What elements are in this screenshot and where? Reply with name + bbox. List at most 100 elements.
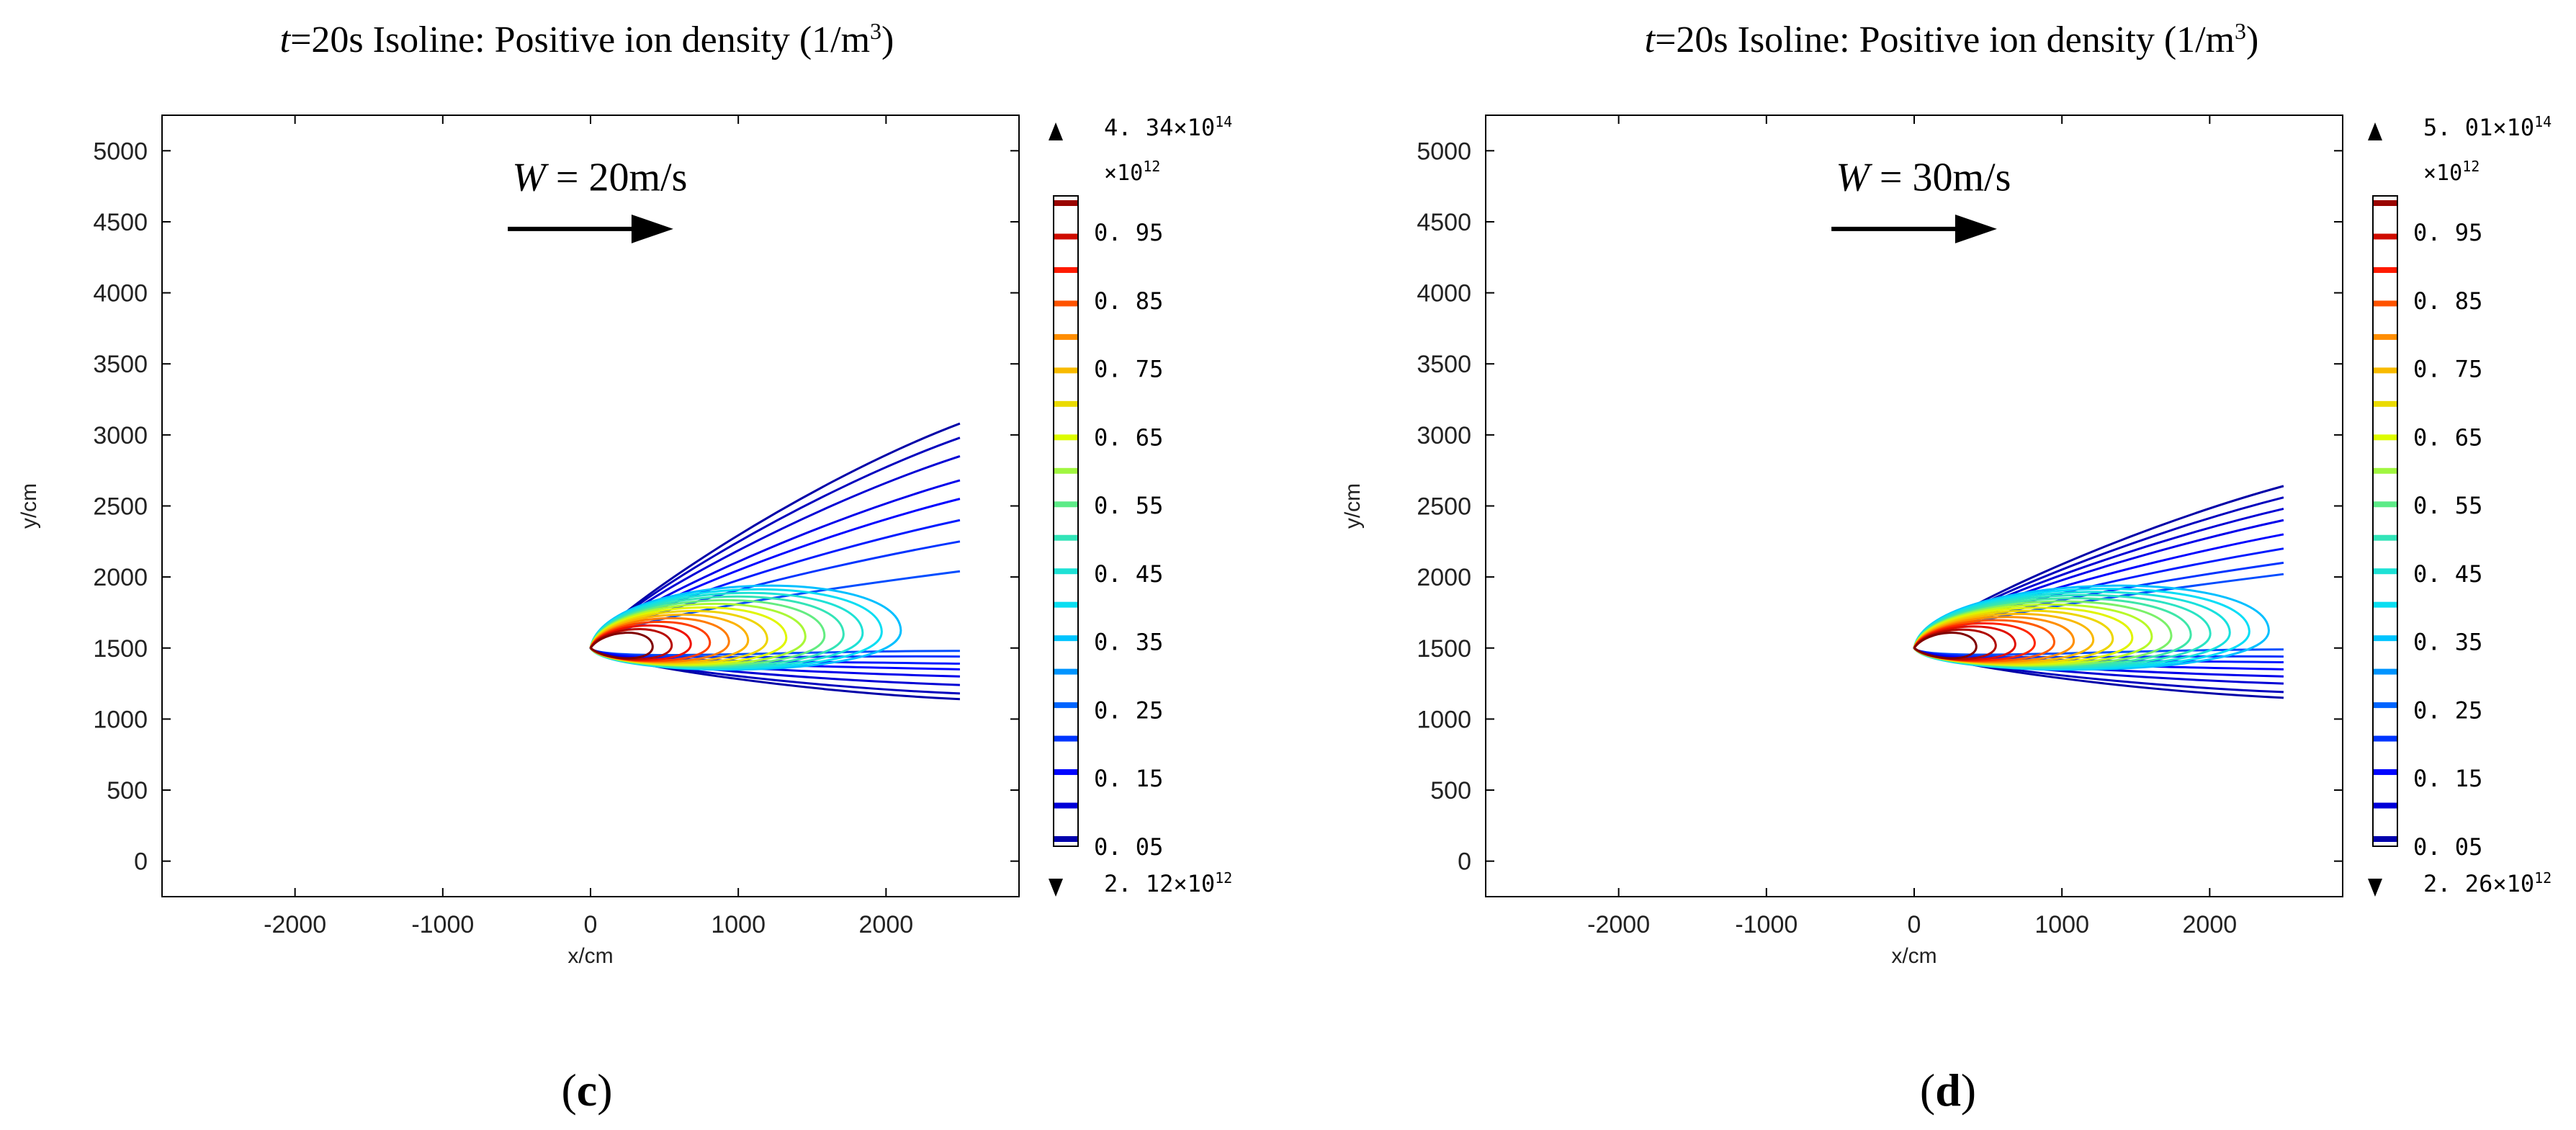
y-tick-label: 4500 (1417, 209, 1471, 236)
chart-title: t=20s Isoline: Positive ion density (1/m… (1645, 18, 2259, 60)
x-tick-label: -2000 (1587, 911, 1650, 938)
colorbar-level (1054, 434, 1077, 441)
isoline (589, 519, 961, 665)
x-tick-label: 0 (584, 911, 598, 938)
colorbar-level (1054, 702, 1077, 709)
plot-frame (161, 115, 1020, 897)
y-tick-label: 2000 (1417, 564, 1471, 591)
colorbar-level (2374, 367, 2397, 374)
colorbar-level (1054, 802, 1077, 809)
colorbar-tick-label: 0. 35 (1094, 629, 1163, 656)
colorbar-level (1054, 300, 1077, 307)
y-tick-label: 4000 (1417, 280, 1471, 308)
colorbar-tick-label: 0. 75 (2413, 356, 2482, 383)
colorbar-tick-label: 0. 85 (1094, 287, 1163, 315)
y-tick-label: 4000 (93, 280, 148, 308)
colorbar-tick-label: 0. 15 (2413, 765, 2482, 792)
y-tick-label: 1500 (1417, 635, 1471, 663)
colorbar-tick-label: 0. 55 (2413, 492, 2482, 519)
wind-speed-label: W = 20m/s (512, 156, 687, 200)
colorbar-level (2374, 300, 2397, 307)
isoline (589, 498, 961, 671)
colorbar-level (1054, 769, 1077, 776)
x-tick-label: 0 (1908, 911, 1921, 938)
panel-label: (d) (1920, 1064, 1976, 1116)
chart-panel-c: t=20s Isoline: Positive ion density (1/m… (17, 18, 1232, 1116)
colorbar-max-marker (1049, 122, 1063, 140)
y-axis-label: y/cm (17, 483, 41, 529)
y-axis-label: y/cm (1341, 483, 1365, 529)
isoline-group (1913, 485, 2284, 699)
colorbar-level (2374, 635, 2397, 642)
colorbar-tick-label: 0. 45 (1094, 560, 1163, 588)
colorbar-min-label: 2. 12×1012 (1104, 869, 1232, 897)
colorbar-tick-label: 0. 45 (2413, 560, 2482, 588)
colorbar-level (1054, 333, 1077, 340)
y-tick-label: 1000 (93, 706, 148, 733)
y-tick-label: 5000 (1417, 138, 1471, 165)
colorbar-tick-label: 0. 55 (1094, 492, 1163, 519)
y-tick-label: 5000 (93, 138, 148, 165)
y-tick-label: 2500 (1417, 493, 1471, 521)
colorbar-level (1054, 400, 1077, 407)
x-tick-label: 2000 (859, 911, 914, 938)
colorbar-tick-label: 0. 65 (1094, 423, 1163, 451)
colorbar-level (1054, 568, 1077, 575)
colorbar-level (1054, 735, 1077, 742)
colorbar-tick-label: 0. 75 (1094, 356, 1163, 383)
colorbar-tick-label: 0. 25 (1094, 696, 1163, 724)
colorbar-min-marker (2368, 879, 2382, 897)
colorbar-level (2374, 266, 2397, 273)
colorbar-max-marker (2368, 122, 2382, 140)
x-axis-label: x/cm (1891, 944, 1937, 968)
chart-panel-d: t=20s Isoline: Positive ion density (1/m… (1341, 18, 2552, 1116)
colorbar-scale-label: ×1012 (2423, 158, 2479, 186)
colorbar: 0. 95 0. 85 0. 75 0. 65 0. 55 0. 45 0. 35 0. 25… (2368, 113, 2552, 897)
colorbar-tick-label: 0. 95 (1094, 219, 1163, 246)
colorbar-level (2374, 568, 2397, 575)
y-tick-label: 0 (1458, 848, 1471, 876)
colorbar-level (2374, 802, 2397, 809)
colorbar-tick-label: 0. 85 (2413, 287, 2482, 315)
wind-arrow-head (1955, 214, 1997, 243)
colorbar-level (1054, 601, 1077, 608)
x-tick-label: 1000 (711, 911, 766, 938)
colorbar: 0. 95 0. 85 0. 75 0. 65 0. 55 0. 45 0. 35 0. 25… (1049, 113, 1232, 897)
isoline-closed (589, 632, 654, 660)
colorbar-level (2374, 467, 2397, 474)
isoline-closed (1913, 632, 1978, 660)
x-tick-label: 1000 (2034, 911, 2089, 938)
colorbar-level (2374, 400, 2397, 407)
x-tick-label: -1000 (411, 911, 474, 938)
colorbar-level (1054, 467, 1077, 474)
colorbar-level (2374, 769, 2397, 776)
colorbar-level (1054, 668, 1077, 675)
y-tick-label: 0 (134, 848, 148, 876)
colorbar-level (1054, 534, 1077, 541)
colorbar-level (1054, 367, 1077, 374)
colorbar-frame (1053, 195, 1079, 847)
colorbar-level (1054, 836, 1077, 842)
panel-label: (c) (561, 1064, 612, 1116)
colorbar-level (1054, 501, 1077, 508)
colorbar-tick-label: 0. 15 (1094, 765, 1163, 792)
y-tick-label: 3000 (1417, 422, 1471, 449)
colorbar-frame (2372, 195, 2398, 847)
colorbar-level (1054, 266, 1077, 273)
colorbar-level (2374, 836, 2397, 842)
colorbar-tick-label: 0. 35 (2413, 629, 2482, 656)
colorbar-max-label: 5. 01×1014 (2423, 113, 2552, 141)
colorbar-tick-label: 0. 05 (2413, 833, 2482, 861)
y-tick-label: 3500 (1417, 351, 1471, 378)
colorbar-level (1054, 200, 1077, 206)
y-tick-label: 1500 (93, 635, 148, 663)
y-tick-label: 2000 (93, 564, 148, 591)
colorbar-max-label: 4. 34×1014 (1104, 113, 1232, 141)
colorbar-level (2374, 434, 2397, 441)
colorbar-tick-label: 0. 05 (1094, 833, 1163, 861)
colorbar-level (2374, 702, 2397, 709)
y-tick-label: 2500 (93, 493, 148, 521)
wind-arrow-head (631, 214, 673, 243)
colorbar-tick-label: 0. 25 (2413, 696, 2482, 724)
